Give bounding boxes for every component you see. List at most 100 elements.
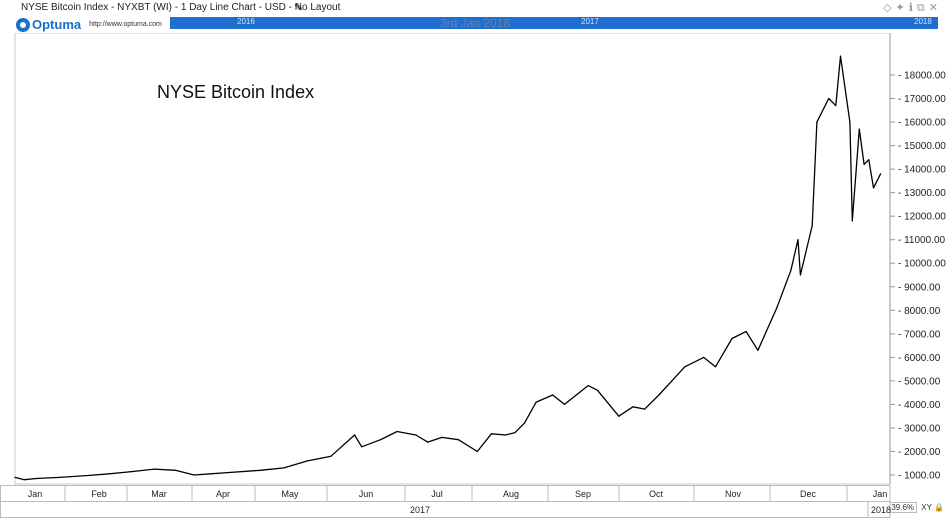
diamond-icon[interactable]: ◇ xyxy=(883,2,896,14)
date-navigator[interactable]: 2016 2017 2018 3rd Jan 2018 xyxy=(170,17,938,29)
data-point xyxy=(552,394,554,396)
data-point xyxy=(799,274,802,276)
data-point xyxy=(59,476,61,478)
x-tick-label: Jun xyxy=(359,489,374,499)
navigator-current-date: 3rd Jan 2018 xyxy=(440,17,511,29)
data-point xyxy=(330,455,332,457)
data-point xyxy=(632,406,634,408)
data-point xyxy=(858,128,860,130)
data-point xyxy=(380,439,382,441)
zoom-level: 139.6% xyxy=(883,502,918,513)
data-point xyxy=(415,434,417,436)
y-tick-label: - 10000.00 xyxy=(898,259,946,270)
data-point xyxy=(396,430,398,433)
brand-url: http://www.optuma.com xyxy=(89,21,162,28)
data-point xyxy=(505,434,507,436)
data-point xyxy=(306,460,309,462)
logo-mark-icon xyxy=(16,17,30,32)
y-tick-label: - 11000.00 xyxy=(898,235,946,246)
data-point xyxy=(354,434,356,436)
edit-pencil-icon[interactable]: ✎ xyxy=(294,2,304,14)
data-point xyxy=(108,473,110,475)
info-icon[interactable]: ℹ xyxy=(908,2,917,14)
data-point xyxy=(835,105,837,107)
data-point xyxy=(210,473,212,475)
data-point xyxy=(797,239,799,241)
data-point xyxy=(618,415,620,417)
data-point xyxy=(863,163,865,165)
y-tick-label: - 6000.00 xyxy=(898,353,941,364)
month-row xyxy=(0,485,891,502)
y-tick-label: - 5000.00 xyxy=(898,376,941,387)
x-tick-label: Jan xyxy=(873,489,888,499)
data-point xyxy=(731,337,733,340)
optuma-logo: Optuma http://www.optuma.com xyxy=(16,16,162,33)
data-point xyxy=(427,441,429,443)
window-title: NYSE Bitcoin Index - NYXBT (WI) - 1 Day … xyxy=(21,2,341,13)
data-point xyxy=(811,225,813,227)
data-point xyxy=(259,469,261,471)
data-point xyxy=(839,55,842,57)
y-tick-label: - 4000.00 xyxy=(898,400,941,411)
y-tick-label: - 13000.00 xyxy=(898,188,946,199)
data-point xyxy=(174,469,176,471)
data-point xyxy=(514,432,516,434)
data-point xyxy=(714,366,717,368)
x-tick-label: Oct xyxy=(649,489,664,499)
x-tick-label: Feb xyxy=(91,489,107,499)
data-point xyxy=(87,474,89,477)
close-icon[interactable]: ✕ xyxy=(928,2,942,14)
data-point xyxy=(361,446,363,448)
data-point xyxy=(849,121,851,123)
y-tick-label: - 9000.00 xyxy=(898,282,941,293)
y-tick-label: - 2000.00 xyxy=(898,447,941,458)
y-tick-label: - 14000.00 xyxy=(898,165,946,176)
x-year-label-2018: 2018 xyxy=(871,505,891,515)
data-point xyxy=(563,403,566,405)
chart-title: NYSE Bitcoin Index xyxy=(157,82,315,102)
x-tick-label: Dec xyxy=(800,489,817,499)
plot-area xyxy=(14,32,891,485)
data-point xyxy=(153,468,155,470)
x-axis-band: Jan Feb Mar Apr May Jun Jul Aug Sep Oct Nov Dec Jan 2… xyxy=(0,485,891,518)
data-point xyxy=(490,433,492,435)
data-point xyxy=(776,307,778,309)
data-point xyxy=(476,450,478,453)
price-chart: - 1000.00 - 2000.00 - 3000.00 - 4000.00 - 50… xyxy=(14,32,946,485)
pin-icon[interactable]: ✦ xyxy=(895,2,909,14)
data-point xyxy=(226,472,228,474)
data-point xyxy=(745,330,747,333)
y-tick-label: - 1000.00 xyxy=(898,471,941,482)
y-tick-label: - 17000.00 xyxy=(898,94,946,105)
data-point xyxy=(523,422,526,424)
data-point xyxy=(757,349,759,351)
data-point xyxy=(193,474,195,476)
navigator-year-2016: 2016 xyxy=(237,17,255,26)
x-tick-label: May xyxy=(281,489,299,499)
x-tick-label: Nov xyxy=(725,489,742,499)
data-point xyxy=(880,173,882,175)
brand-name: Optuma xyxy=(32,17,82,32)
data-point xyxy=(596,389,599,391)
data-point xyxy=(851,220,853,222)
navigator-year-2017: 2017 xyxy=(581,17,599,26)
lock-icon[interactable]: 🔒 xyxy=(934,503,944,512)
data-point xyxy=(703,356,705,358)
y-tick-label: - 8000.00 xyxy=(898,306,941,317)
data-point xyxy=(868,159,870,161)
x-tick-label: Jul xyxy=(431,489,443,499)
data-point xyxy=(457,439,459,441)
price-line xyxy=(14,55,882,481)
x-tick-label: Sep xyxy=(575,489,591,499)
navigator-year-2018: 2018 xyxy=(914,17,932,26)
zoom-mode[interactable]: XY xyxy=(921,503,932,512)
y-tick-label: - 16000.00 xyxy=(898,118,946,129)
y-tick-label: - 7000.00 xyxy=(898,329,941,340)
window-controls: ◇✦ℹ⧉✕ xyxy=(883,1,942,15)
data-point xyxy=(132,470,134,473)
chart-area[interactable]: - 1000.00 - 2000.00 - 3000.00 - 4000.00 - 50… xyxy=(0,32,950,485)
y-tick-label: - 15000.00 xyxy=(898,141,946,152)
data-point xyxy=(644,408,646,410)
restore-icon[interactable]: ⧉ xyxy=(916,2,929,14)
data-point xyxy=(872,187,875,189)
